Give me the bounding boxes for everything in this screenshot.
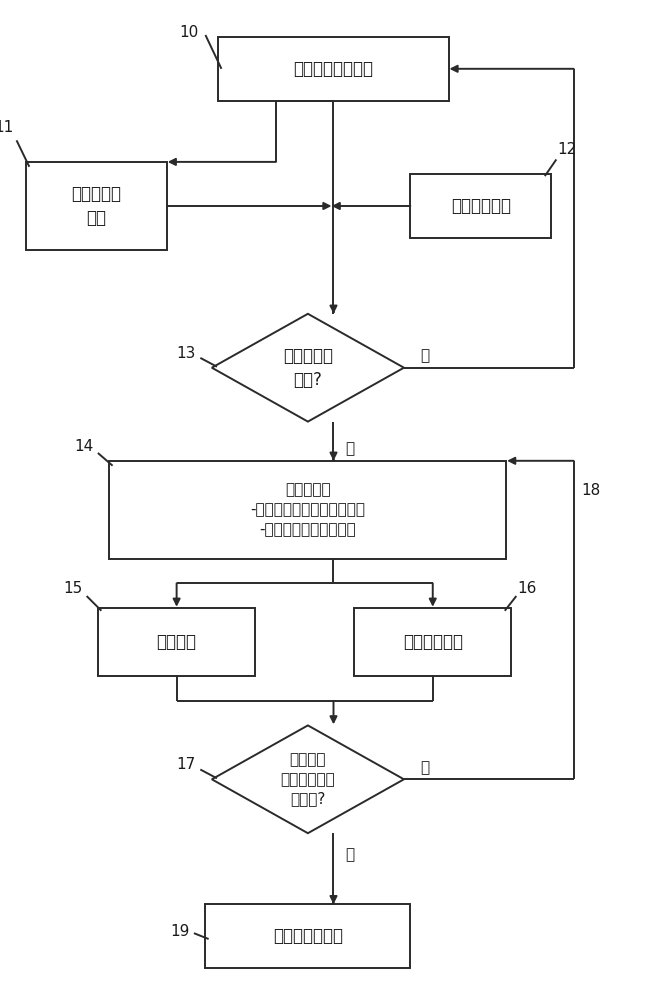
Text: 由操作人员
观察: 由操作人员 观察 bbox=[71, 185, 121, 227]
FancyBboxPatch shape bbox=[410, 174, 551, 238]
Text: 17: 17 bbox=[177, 757, 196, 772]
Text: 是: 是 bbox=[420, 760, 429, 775]
Text: 引入液体燃料: 引入液体燃料 bbox=[403, 633, 463, 651]
Polygon shape bbox=[212, 725, 404, 833]
Text: 12: 12 bbox=[558, 142, 577, 157]
Text: 18: 18 bbox=[582, 483, 600, 498]
Text: 在气体模式下操作: 在气体模式下操作 bbox=[293, 60, 374, 78]
FancyBboxPatch shape bbox=[109, 461, 506, 559]
Text: 19: 19 bbox=[170, 924, 189, 939]
Text: 改变为气体模式: 改变为气体模式 bbox=[273, 927, 343, 945]
Text: 引入气体: 引入气体 bbox=[157, 633, 197, 651]
FancyBboxPatch shape bbox=[218, 37, 449, 101]
FancyBboxPatch shape bbox=[354, 608, 511, 676]
Text: 改变为过渡
模式?: 改变为过渡 模式? bbox=[283, 347, 333, 388]
Text: 否: 否 bbox=[345, 847, 354, 862]
Text: 是: 是 bbox=[345, 442, 354, 457]
FancyBboxPatch shape bbox=[205, 904, 410, 968]
Text: 14: 14 bbox=[74, 439, 93, 454]
Text: 13: 13 bbox=[177, 346, 196, 360]
Text: 确定操作参数: 确定操作参数 bbox=[451, 197, 511, 215]
Text: 控制设备：
-确定针对气体量的上限阈值
-确定液体燃料的附加量: 控制设备： -确定针对气体量的上限阈值 -确定液体燃料的附加量 bbox=[250, 483, 366, 537]
FancyBboxPatch shape bbox=[98, 608, 255, 676]
Polygon shape bbox=[212, 314, 404, 422]
FancyBboxPatch shape bbox=[26, 162, 167, 250]
Text: 否: 否 bbox=[420, 348, 429, 363]
Text: 仍然满足
针对过渡模式
的条件?: 仍然满足 针对过渡模式 的条件? bbox=[281, 752, 336, 807]
Text: 11: 11 bbox=[0, 120, 13, 135]
Text: 16: 16 bbox=[518, 581, 537, 596]
Text: 15: 15 bbox=[63, 581, 82, 596]
Text: 10: 10 bbox=[180, 25, 199, 40]
